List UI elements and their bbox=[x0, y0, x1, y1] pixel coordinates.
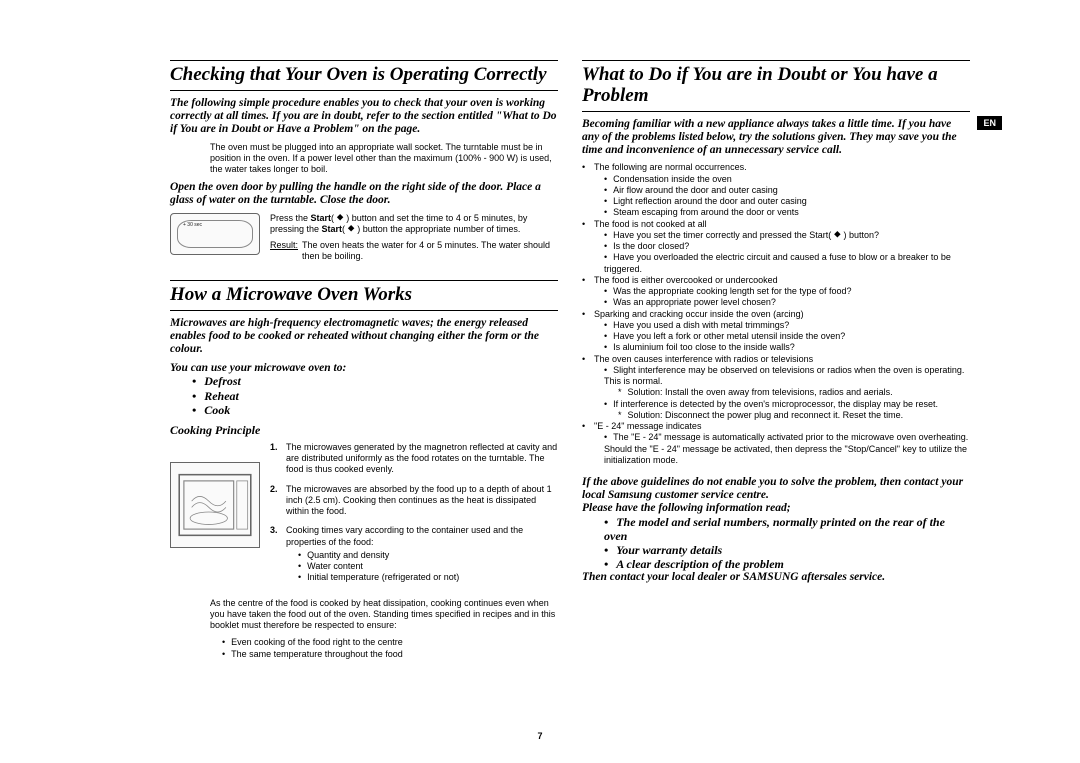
section1-press-text: Press the Start( ⯁ ) button and set the … bbox=[270, 213, 558, 262]
oven-icon bbox=[175, 470, 255, 540]
tail-point: Even cooking of the food right to the ce… bbox=[222, 637, 558, 648]
result-text: The oven heats the water for 4 or 5 minu… bbox=[302, 240, 558, 263]
use-item: Cook bbox=[192, 403, 558, 417]
tail-point: The same temperature throughout the food bbox=[222, 649, 558, 660]
group-bullet: • bbox=[582, 309, 594, 354]
group-item: Have you overloaded the electric circuit… bbox=[604, 252, 970, 275]
group-bullet: • bbox=[582, 162, 594, 218]
section2-uses-list: Defrost Reheat Cook bbox=[170, 374, 558, 416]
section1-para1: The oven must be plugged into an appropr… bbox=[210, 142, 558, 176]
group-item: If interference is detected by the oven'… bbox=[604, 399, 970, 410]
group-item: The "E - 24" message is automatically ac… bbox=[604, 432, 970, 466]
section1-title: Checking that Your Oven is Operating Cor… bbox=[170, 65, 558, 86]
section3-intro: Becoming familiar with a new appliance a… bbox=[582, 118, 970, 157]
right-column: What to Do if You are in Doubt or You ha… bbox=[582, 60, 970, 660]
use-item: Reheat bbox=[192, 389, 558, 403]
closing1: If the above guidelines do not enable yo… bbox=[582, 476, 970, 502]
group-item: Light reflection around the door and out… bbox=[604, 196, 970, 207]
group-head: Sparking and cracking occur inside the o… bbox=[594, 309, 970, 320]
closing-item: Your warranty details bbox=[604, 543, 970, 557]
group-item: Condensation inside the oven bbox=[604, 174, 970, 185]
plus-30sec-label: + 30 sec bbox=[183, 222, 202, 228]
oven-illustration bbox=[170, 462, 260, 548]
section1-step-open: Open the oven door by pulling the handle… bbox=[170, 181, 558, 207]
section2-tail1: As the centre of the food is cooked by h… bbox=[210, 598, 558, 632]
group-bullet: • bbox=[582, 421, 594, 466]
closing-item: The model and serial numbers, normally p… bbox=[604, 515, 970, 543]
group-item: Steam escaping from around the door or v… bbox=[604, 207, 970, 218]
section2-intro2: You can use your microwave oven to: bbox=[170, 362, 558, 375]
left-column: Checking that Your Oven is Operating Cor… bbox=[170, 60, 558, 660]
start-label-1: Start bbox=[311, 213, 332, 223]
group-item: Was an appropriate power level chosen? bbox=[604, 297, 970, 308]
group-bullet: • bbox=[582, 219, 594, 275]
food-prop: Water content bbox=[298, 561, 558, 572]
group-head: The oven causes interference with radios… bbox=[594, 354, 970, 365]
group-item: Have you used a dish with metal trimming… bbox=[604, 320, 970, 331]
group-item: Air flow around the door and outer casin… bbox=[604, 185, 970, 196]
group-head: The food is not cooked at all bbox=[594, 219, 970, 230]
group-item: Is aluminium foil too close to the insid… bbox=[604, 342, 970, 353]
principle-item: Cooking times vary according to the cont… bbox=[270, 525, 558, 583]
principle-item: The microwaves generated by the magnetro… bbox=[270, 442, 558, 476]
section3-title: What to Do if You are in Doubt or You ha… bbox=[582, 65, 970, 107]
food-prop: Quantity and density bbox=[298, 550, 558, 561]
language-tab: EN bbox=[977, 116, 1002, 130]
group-item: Have you set the timer correctly and pre… bbox=[604, 230, 970, 241]
cooking-principle-head: Cooking Principle bbox=[170, 423, 558, 438]
group-head: The following are normal occurrences. bbox=[594, 162, 970, 173]
result-label: Result: bbox=[270, 240, 298, 263]
group-bullet: • bbox=[582, 354, 594, 399]
food-prop: Initial temperature (refrigerated or not… bbox=[298, 572, 558, 583]
press-c: button the appropriate number of times. bbox=[360, 224, 520, 234]
group-head: "E - 24" message indicates bbox=[594, 421, 970, 432]
cooking-principle-row: The microwaves generated by the magnetro… bbox=[170, 442, 558, 592]
group-item: Have you left a fork or other metal uten… bbox=[604, 331, 970, 342]
group-bullet: • bbox=[582, 275, 594, 309]
section1-intro: The following simple procedure enables y… bbox=[170, 97, 558, 136]
page-content: Checking that Your Oven is Operating Cor… bbox=[0, 0, 1080, 690]
group-item: Is the door closed? bbox=[604, 241, 970, 252]
closing-item: A clear description of the problem bbox=[604, 557, 970, 571]
section2-title: How a Microwave Oven Works bbox=[170, 285, 558, 306]
start-label-2: Start bbox=[322, 224, 343, 234]
closing2: Please have the following information re… bbox=[582, 502, 970, 515]
group-item: Slight interference may be observed on t… bbox=[604, 365, 970, 388]
group-item: Was the appropriate cooking length set f… bbox=[604, 286, 970, 297]
group-head: The food is either overcooked or underco… bbox=[594, 275, 970, 286]
use-item: Defrost bbox=[192, 374, 558, 388]
principle-item: The microwaves are absorbed by the food … bbox=[270, 484, 558, 518]
group-subitem: Solution: Disconnect the power plug and … bbox=[618, 410, 970, 421]
section2-intro1: Microwaves are high-frequency electromag… bbox=[170, 317, 558, 356]
press-a: Press the bbox=[270, 213, 311, 223]
closing3: Then contact your local dealer or SAMSUN… bbox=[582, 571, 970, 584]
troubleshoot-list: •The following are normal occurrences.Co… bbox=[582, 162, 970, 466]
section1-illus-row: + 30 sec Press the Start( ⯁ ) button and… bbox=[170, 213, 558, 262]
page-number: 7 bbox=[537, 731, 542, 741]
closing-list: The model and serial numbers, normally p… bbox=[582, 515, 970, 572]
control-panel-illustration: + 30 sec bbox=[170, 213, 260, 255]
cooking-principle-list: The microwaves generated by the magnetro… bbox=[270, 442, 558, 592]
group-subitem: Solution: Install the oven away from tel… bbox=[618, 387, 970, 398]
